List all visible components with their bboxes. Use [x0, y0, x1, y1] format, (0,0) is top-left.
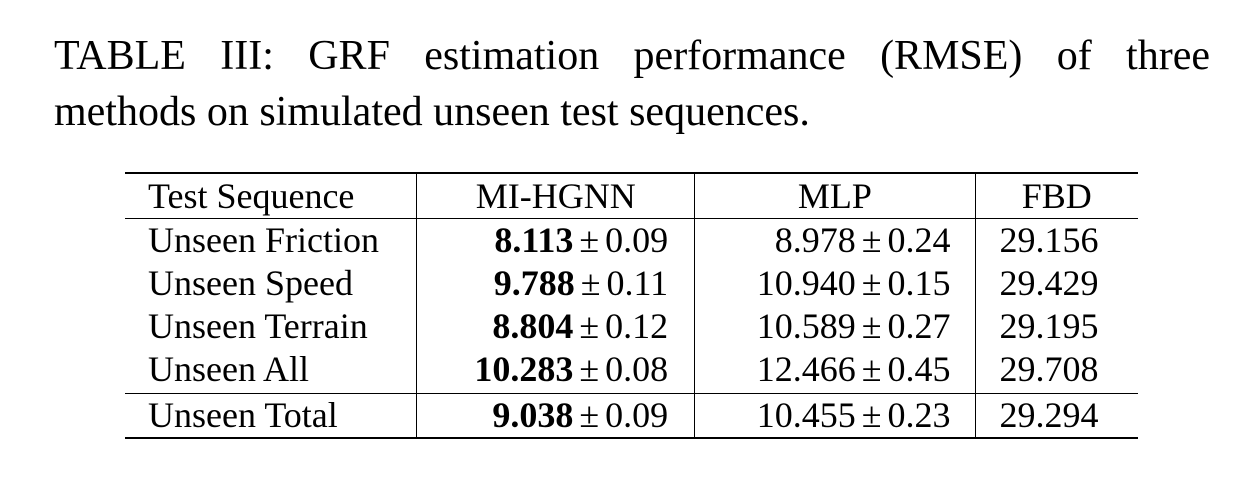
mlp-mean: 8.978 — [774, 220, 856, 260]
header-mlp: MLP — [694, 173, 976, 219]
table-row: Unseen Speed 9.788 ±0.11 10.940 ±0.15 29.4… — [125, 262, 1138, 305]
caption-line-1: TABLE III: GRF estimation performance (R… — [54, 33, 1210, 79]
plus-minus: ± — [579, 306, 600, 346]
mi-hgnn-cell: 9.788 ±0.11 — [416, 262, 696, 305]
results-table: Test Sequence MI-HGNN MLP FBD Unseen Fri… — [125, 172, 1138, 439]
mi-hgnn-cell: 8.804 ±0.12 — [416, 305, 696, 348]
plus-minus: ± — [579, 395, 600, 435]
fbd-cell: 29.708 — [999, 349, 1099, 389]
mlp-mean: 10.455 — [756, 395, 856, 435]
mi-hgnn-std: 0.09 — [605, 220, 669, 260]
mlp-mean: 10.589 — [756, 306, 856, 346]
mi-hgnn-mean: 8.804 — [492, 306, 574, 346]
table-caption: TABLE III: GRF estimation performance (R… — [54, 28, 1210, 140]
plus-minus: ± — [861, 220, 882, 260]
header-row: Test Sequence MI-HGNN MLP FBD — [125, 173, 1138, 219]
mi-hgnn-cell: 10.283 ±0.08 — [416, 348, 696, 394]
plus-minus: ± — [861, 349, 882, 389]
mi-hgnn-std: 0.08 — [605, 349, 669, 389]
mi-hgnn-mean: 9.788 — [493, 263, 575, 303]
plus-minus: ± — [579, 220, 600, 260]
header-mi-hgnn: MI-HGNN — [416, 173, 696, 219]
mlp-std: 0.24 — [887, 220, 951, 260]
mlp-mean: 12.466 — [756, 349, 856, 389]
mi-hgnn-std: 0.09 — [605, 395, 669, 435]
mlp-cell: 10.455 ±0.23 — [694, 393, 976, 438]
row-label: Unseen Friction — [125, 218, 418, 262]
caption-line-2: methods on simulated unseen test sequenc… — [54, 89, 810, 135]
fbd-cell: 29.429 — [999, 263, 1099, 303]
fbd-cell: 29.195 — [999, 306, 1099, 346]
plus-minus: ± — [580, 263, 601, 303]
fbd-cell: 29.294 — [999, 395, 1099, 435]
row-label: Unseen Terrain — [125, 305, 418, 348]
mlp-cell: 10.589 ±0.27 — [694, 305, 976, 348]
plus-minus: ± — [861, 263, 882, 303]
mlp-cell: 10.940 ±0.15 — [694, 262, 976, 305]
row-label: Unseen Total — [125, 393, 418, 438]
mi-hgnn-mean: 10.283 — [474, 349, 574, 389]
mlp-cell: 8.978 ±0.24 — [694, 218, 976, 262]
row-label: Unseen All — [125, 348, 418, 394]
plus-minus: ± — [579, 349, 600, 389]
total-row: Unseen Total 9.038 ±0.09 10.455 ±0.23 29.2… — [125, 393, 1138, 438]
mi-hgnn-std: 0.11 — [606, 263, 669, 303]
mlp-mean: 10.940 — [756, 263, 856, 303]
plus-minus: ± — [861, 306, 882, 346]
fbd-cell: 29.156 — [999, 220, 1099, 260]
mi-hgnn-cell: 8.113 ±0.09 — [416, 218, 696, 262]
table-row: Unseen Friction 8.113 ±0.09 8.978 ±0.24 29… — [125, 218, 1138, 262]
mlp-std: 0.15 — [887, 263, 951, 303]
mi-hgnn-std: 0.12 — [605, 306, 669, 346]
table-row: Unseen Terrain 8.804 ±0.12 10.589 ±0.27 29… — [125, 305, 1138, 348]
row-label: Unseen Speed — [125, 262, 418, 305]
table-row: Unseen All 10.283 ±0.08 12.466 ±0.45 29.70… — [125, 348, 1138, 394]
mlp-std: 0.23 — [887, 395, 951, 435]
mi-hgnn-mean: 9.038 — [492, 395, 574, 435]
mlp-std: 0.45 — [887, 349, 951, 389]
mlp-std: 0.27 — [887, 306, 951, 346]
mlp-cell: 12.466 ±0.45 — [694, 348, 976, 394]
mi-hgnn-mean: 8.113 — [494, 220, 574, 260]
mi-hgnn-cell: 9.038 ±0.09 — [416, 393, 696, 438]
header-test-sequence: Test Sequence — [125, 173, 418, 219]
header-fbd: FBD — [975, 173, 1138, 219]
plus-minus: ± — [861, 395, 882, 435]
